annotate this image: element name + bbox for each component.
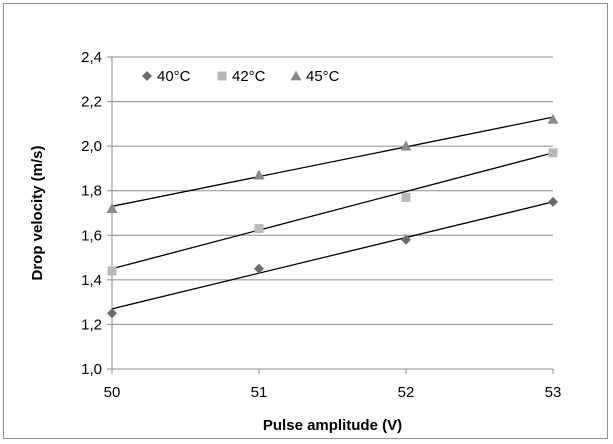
legend-label-3: 45°C bbox=[306, 68, 340, 85]
x-tick-label: 50 bbox=[104, 384, 121, 401]
trendline-3 bbox=[111, 116, 554, 207]
y-tick-label: 2,2 bbox=[81, 94, 102, 111]
legend-label-1: 40°C bbox=[157, 68, 191, 85]
trendline-2 bbox=[111, 152, 554, 270]
legend-label-2: 42°C bbox=[232, 68, 266, 85]
data-point-series-2 bbox=[401, 192, 411, 202]
data-point-series-1 bbox=[107, 308, 117, 319]
y-tick-label: 1,2 bbox=[81, 316, 102, 333]
chart-frame bbox=[3, 3, 608, 439]
y-tick-label: 2,0 bbox=[81, 138, 102, 155]
x-axis-title: Pulse amplitude (V) bbox=[263, 417, 402, 434]
legend-marker-3 bbox=[290, 70, 302, 81]
data-point-series-3 bbox=[547, 113, 559, 124]
y-tick-label: 1,8 bbox=[81, 183, 102, 200]
data-point-series-2 bbox=[254, 224, 264, 234]
data-point-series-2 bbox=[107, 266, 117, 276]
data-point-series-3 bbox=[400, 140, 412, 151]
legend-marker-1 bbox=[142, 71, 152, 81]
x-tick-label: 52 bbox=[398, 384, 415, 401]
y-tick-label: 1,0 bbox=[81, 361, 102, 378]
data-point-series-1 bbox=[254, 263, 264, 274]
y-tick-label: 1,6 bbox=[81, 227, 102, 244]
y-tick-label: 1,4 bbox=[81, 272, 102, 289]
y-axis-title: Drop velocity (m/s) bbox=[29, 145, 46, 280]
trendline-1 bbox=[111, 201, 554, 310]
data-point-series-1 bbox=[401, 234, 411, 245]
x-tick-label: 51 bbox=[251, 384, 268, 401]
data-point-series-2 bbox=[548, 148, 558, 158]
legend-marker-2 bbox=[217, 71, 227, 81]
data-point-series-3 bbox=[253, 169, 265, 180]
y-tick-label: 2,4 bbox=[81, 49, 102, 66]
data-point-series-3 bbox=[106, 203, 118, 213]
data-point-series-1 bbox=[548, 196, 558, 207]
x-tick-label: 53 bbox=[545, 384, 562, 401]
